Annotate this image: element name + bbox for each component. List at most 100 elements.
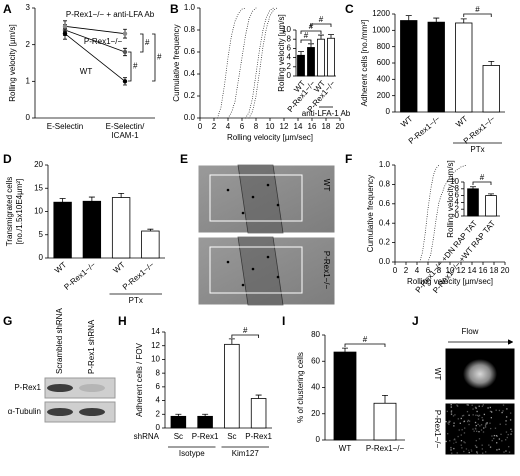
speckle (475, 414, 477, 416)
y-axis-label: Rolling velocity [µm/s] (446, 160, 455, 238)
cell (251, 267, 255, 271)
error-bar (433, 17, 440, 23)
y-axis-label: Adherent cells / FOV (135, 342, 144, 416)
error-bar (488, 193, 494, 196)
significance-bracket (463, 13, 492, 17)
speckle (449, 440, 451, 442)
group: Rolling velocity [µm/s] (277, 14, 286, 92)
speckle (491, 439, 493, 442)
speckle (475, 424, 477, 427)
x-axis-label: Rolling velocity [µm/sec] (227, 133, 313, 142)
speckle (466, 410, 469, 413)
y-tick-label: 0 (156, 423, 161, 432)
marker (122, 79, 128, 84)
y-tick-label: 400 (377, 74, 391, 83)
cell (226, 260, 230, 264)
cell (266, 183, 270, 187)
x-tick-label: 2 (404, 266, 409, 275)
significance-bracket (300, 39, 312, 43)
panel-letter: B (170, 2, 179, 16)
speckle (481, 405, 484, 407)
panel-letter: F (345, 152, 352, 166)
blot-band (79, 384, 105, 392)
speckle (478, 438, 481, 440)
speckle (482, 452, 484, 454)
speckle (498, 438, 501, 440)
y-tick-label: 0 (26, 113, 31, 122)
y-tick-label: 0 (39, 253, 44, 262)
speckle (506, 408, 508, 410)
y-axis-label: % of clustering cells (296, 352, 305, 423)
speckle (484, 426, 487, 428)
group: Adherent cells / FOV (135, 342, 144, 416)
y-tick-label: 1.0 (379, 160, 391, 169)
error-bar (318, 34, 324, 40)
speckle (489, 410, 492, 413)
speckle (494, 427, 497, 429)
speckle (496, 442, 498, 444)
speckle (510, 433, 512, 435)
cell (226, 188, 230, 192)
group-label: PTx (470, 145, 484, 154)
speckle (490, 427, 492, 430)
x-tick-label: 20 (501, 266, 510, 275)
line (64, 29, 126, 53)
speckle (496, 435, 498, 437)
speckle (448, 423, 450, 425)
bar (485, 195, 497, 217)
speckle (460, 444, 462, 446)
panel-letter: J (412, 314, 419, 328)
speckle (452, 415, 455, 417)
bar (82, 200, 102, 259)
vessel (237, 164, 284, 234)
y-tick-label: 0.4 (379, 218, 391, 227)
speckle (480, 424, 483, 426)
x-tick-label: 8 (254, 122, 259, 131)
speckle (491, 435, 493, 437)
speckle (485, 423, 487, 425)
y-tick-label: 2 (26, 40, 31, 49)
y-tick-label: 8 (156, 368, 161, 377)
speckle (501, 440, 503, 442)
y-axis-label: Cumulative frequency (172, 24, 181, 101)
speckle (478, 405, 480, 407)
speckle (475, 407, 477, 409)
speckle (465, 448, 468, 450)
region-box (209, 174, 303, 222)
x-tick-label: P-Rex1 (192, 432, 219, 441)
y-tick-label: 0.8 (379, 180, 391, 189)
speckle (477, 414, 479, 417)
group: Cumulative frequency (172, 24, 181, 101)
speckle (507, 433, 509, 436)
y-tick-label: 6 (156, 382, 161, 391)
error-bar (118, 192, 125, 198)
x-tick-label: 12 (280, 122, 289, 131)
bar (197, 415, 213, 429)
speckle (498, 409, 501, 412)
speckle (476, 430, 478, 432)
speckle (505, 420, 507, 422)
x-tick-label: 6 (426, 266, 431, 275)
line (64, 25, 126, 35)
y-tick-label: 6 (455, 191, 460, 200)
x-tick-label: 10 (266, 122, 275, 131)
speckle (509, 412, 512, 414)
speckle (510, 428, 512, 431)
y-tick-label: 20 (34, 160, 43, 169)
speckle (468, 420, 471, 422)
speckle (478, 431, 480, 433)
blot-band (47, 384, 73, 392)
speckle (460, 439, 463, 442)
speckle (453, 447, 455, 450)
x-tick-label: WT (339, 444, 352, 453)
speckle (490, 417, 492, 419)
group: Rolling velocity [µm/s] (446, 160, 455, 238)
cumulative-curve (427, 164, 467, 263)
image-label: P-Rex1−/− (433, 410, 442, 449)
y-axis-label: Rolling velocity [µm/s] (8, 24, 17, 102)
speckle (448, 421, 450, 423)
y-tick-label: 5 (39, 230, 44, 239)
speckle (447, 433, 449, 435)
x-tick-label: 14 (294, 122, 303, 131)
